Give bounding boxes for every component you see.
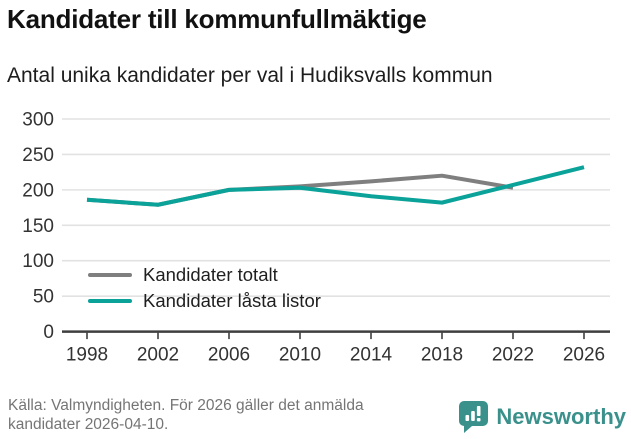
legend-item-lasta-listor: Kandidater låsta listor [88, 288, 321, 314]
x-tick-label: 2018 [421, 345, 463, 366]
y-tick-label: 50 [33, 287, 54, 308]
source-note-line1: Källa: Valmyndigheten. För 2026 gäller d… [8, 397, 364, 414]
source-note-line2: kandidater 2026-04-10. [8, 416, 169, 433]
legend-item-totalt: Kandidater totalt [88, 262, 321, 288]
newsworthy-badge-icon [459, 401, 489, 433]
y-tick-label: 300 [22, 109, 54, 130]
x-tick-label: 2022 [492, 345, 534, 366]
y-tick-label: 250 [22, 145, 54, 166]
legend-swatch-teal-line [88, 299, 132, 303]
x-tick-label: 2010 [279, 345, 321, 366]
legend-swatch-gray-line [88, 273, 132, 277]
newsworthy-logo[interactable]: Newsworthy [458, 400, 626, 434]
y-tick-label: 200 [22, 180, 54, 201]
source-note: Källa: Valmyndigheten. För 2026 gäller d… [8, 396, 364, 434]
x-tick-label: 1998 [66, 345, 108, 366]
newsworthy-wordmark: Newsworthy [496, 404, 626, 429]
y-tick-label: 100 [22, 251, 54, 272]
chart-subtitle: Antal unika kandidater per val i Hudiksv… [7, 64, 493, 87]
x-tick-label: 2002 [137, 345, 179, 366]
x-tick-label: 2026 [563, 345, 605, 366]
y-tick-label: 150 [22, 216, 54, 237]
chart-canvas: 0 50 100 150 200 250 300 1998 2002 2006 2010 2014 20… [22, 109, 610, 366]
y-tick-label: 0 [43, 322, 54, 343]
chart-title: Kandidater till kommunfullmäktige [7, 4, 427, 34]
legend-label-lasta-listor: Kandidater låsta listor [143, 290, 321, 311]
x-tick-label: 2014 [350, 345, 393, 366]
series-line-1 [86, 165, 585, 207]
x-tick-label: 2006 [208, 345, 250, 366]
line-chart: 0 50 100 150 200 250 300 1998 2002 2006 2010 2014 20… [0, 100, 631, 392]
chart-legend: Kandidater totalt Kandidater låsta listo… [88, 262, 321, 314]
legend-label-totalt: Kandidater totalt [143, 264, 278, 285]
